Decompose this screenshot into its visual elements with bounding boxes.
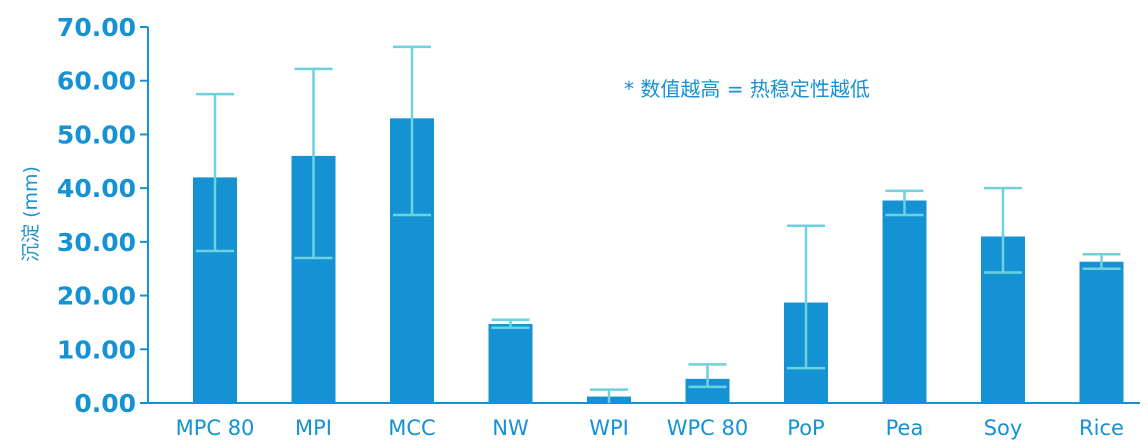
y-tick-label: 70.00 (57, 13, 136, 42)
x-tick-label: WPC 80 (667, 416, 749, 440)
x-tick-label: WPI (589, 416, 629, 440)
y-axis-title: 沉淀 (mm) (20, 166, 42, 262)
bar (882, 200, 927, 403)
y-tick-label: 20.00 (57, 282, 136, 311)
bar (1079, 261, 1124, 403)
x-tick-label: MPI (295, 416, 332, 440)
y-tick-label: 60.00 (57, 67, 136, 96)
x-tick-label: NW (492, 416, 529, 440)
x-tick-label: Pea (886, 416, 924, 440)
bar (488, 324, 533, 403)
x-tick-label: Soy (984, 416, 1023, 440)
y-tick-label: 50.00 (57, 120, 136, 149)
y-tick-label: 0.00 (74, 389, 136, 418)
x-tick-label: MPC 80 (176, 416, 255, 440)
x-tick-label: MCC (388, 416, 435, 440)
x-tick-label: PoP (787, 416, 824, 440)
y-tick-label: 40.00 (57, 174, 136, 203)
x-tick-label: Rice (1079, 416, 1124, 440)
y-tick-label: 10.00 (57, 335, 136, 364)
chart-annotation: * 数值越高 = 热稳定性越低 (624, 77, 870, 101)
y-tick-label: 30.00 (57, 228, 136, 257)
